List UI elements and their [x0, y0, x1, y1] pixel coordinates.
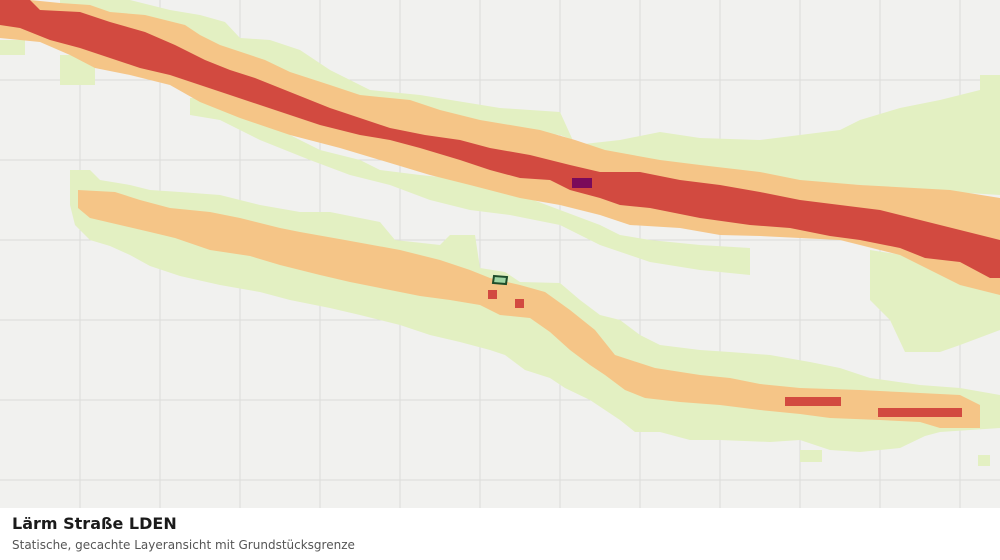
- noise-map[interactable]: [0, 0, 1000, 508]
- noise-map-canvas: [0, 0, 1000, 508]
- parcel-boundary[interactable]: [491, 274, 509, 286]
- map-caption: Lärm Straße LDEN Statische, gecachte Lay…: [0, 508, 1000, 560]
- layer-title: Lärm Straße LDEN: [12, 514, 177, 533]
- lower-road-mid-zone: [78, 190, 980, 428]
- lower-road-high-zone: [488, 290, 962, 417]
- upper-road-hotspot: [572, 178, 592, 188]
- layer-subtitle: Statische, gecachte Layeransicht mit Gru…: [12, 538, 355, 552]
- upper-road-high-zone: [0, 0, 1000, 278]
